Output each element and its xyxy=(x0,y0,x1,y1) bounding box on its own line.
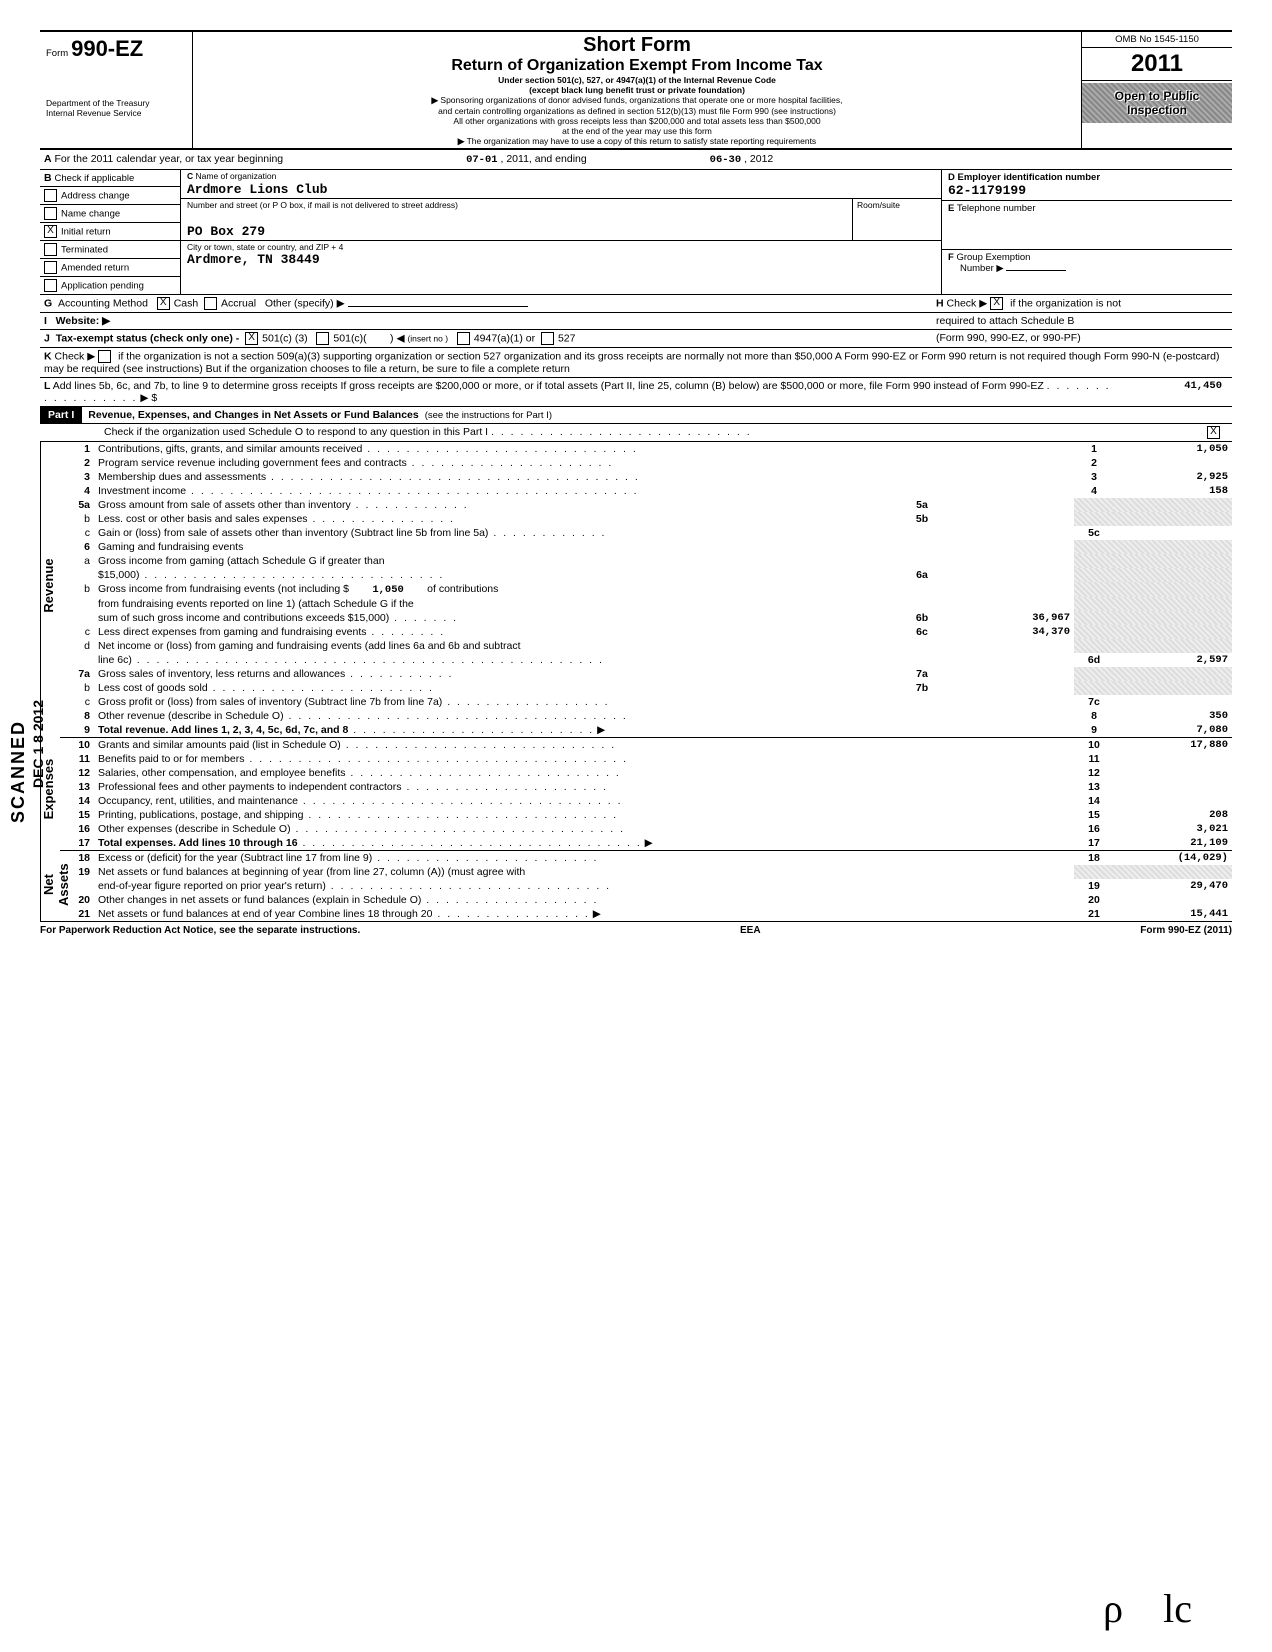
title-short-form: Short Form xyxy=(201,34,1073,57)
l-row: L Add lines 5b, 6c, and 7b, to line 9 to… xyxy=(40,378,1232,406)
chk-terminated[interactable] xyxy=(44,243,57,256)
entity-block: B Check if applicable Address change Nam… xyxy=(40,170,1232,295)
org-name: Ardmore Lions Club xyxy=(187,182,935,197)
chk-name-change[interactable] xyxy=(44,207,57,220)
chk-501c3[interactable]: X xyxy=(245,332,258,345)
form-number: 990-EZ xyxy=(71,36,143,61)
chk-cash[interactable]: X xyxy=(157,297,170,310)
part1-label: Part I xyxy=(40,407,82,423)
note5: The organization may have to use a copy … xyxy=(467,136,817,146)
part1-check-text: Check if the organization used Schedule … xyxy=(104,426,488,438)
chk-sched-b[interactable]: X xyxy=(990,297,1003,310)
note2: and certain controlling organizations as… xyxy=(201,106,1073,116)
scanned-stamp: SCANNED xyxy=(8,720,29,823)
dept-line2: Internal Revenue Service xyxy=(46,108,186,118)
part1-paren: (see the instructions for Part I) xyxy=(425,410,552,421)
tax-year: 2011 xyxy=(1082,48,1232,81)
note4: at the end of the year may use this form xyxy=(201,126,1073,136)
k-text: if the organization is not a section 509… xyxy=(44,351,1219,376)
chk-address-change[interactable] xyxy=(44,189,57,202)
chk-k[interactable] xyxy=(98,350,111,363)
f-label: Group Exemption xyxy=(956,252,1030,263)
f-sub: Number xyxy=(960,263,994,274)
chk-527[interactable] xyxy=(541,332,554,345)
city-state-zip: Ardmore, TN 38449 xyxy=(187,252,935,267)
d-label: Employer identification number xyxy=(958,172,1101,183)
chk-501c[interactable] xyxy=(316,332,329,345)
h-text2: required to attach Schedule B xyxy=(936,315,1074,327)
e-label: Telephone number xyxy=(957,203,1036,214)
line-a-tax-year: A For the 2011 calendar year, or tax yea… xyxy=(40,150,1232,170)
chk-accrual[interactable] xyxy=(204,297,217,310)
chk-part1-schedO[interactable]: X xyxy=(1207,426,1220,439)
chk-amended[interactable] xyxy=(44,261,57,274)
side-expenses: Expenses xyxy=(40,729,60,848)
side-revenue: Revenue xyxy=(40,442,60,729)
room-label: Room/suite xyxy=(857,200,937,210)
g-label: Accounting Method xyxy=(58,298,148,310)
k-row: K Check ▶ if the organization is not a s… xyxy=(40,348,1232,378)
chk-app-pending[interactable] xyxy=(44,279,57,292)
l-text: Add lines 5b, 6c, and 7b, to line 9 to d… xyxy=(53,380,1044,392)
omb-number: OMB No 1545-1150 xyxy=(1082,32,1232,48)
street-address: PO Box 279 xyxy=(187,224,846,239)
handwritten-initials: ρ lc xyxy=(1103,1585,1192,1632)
l-amount: 41,450 xyxy=(1112,380,1228,404)
part1-header: Part I Revenue, Expenses, and Changes in… xyxy=(40,406,1232,424)
c-label: Name of organization xyxy=(196,171,277,181)
note1: Sponsoring organizations of donor advise… xyxy=(440,95,842,105)
ein-value: 62-1179199 xyxy=(948,183,1226,198)
part1-body: Revenue Expenses Net Assets 1Contributio… xyxy=(40,442,1232,921)
paren-note: (except black lung benefit trust or priv… xyxy=(201,85,1073,95)
footer-left: For Paperwork Reduction Act Notice, see … xyxy=(40,925,360,936)
street-label: Number and street (or P O box, if mail i… xyxy=(187,200,846,210)
part1-title: Revenue, Expenses, and Changes in Net As… xyxy=(82,407,424,423)
j-row: J Tax-exempt status (check only one) - X… xyxy=(40,330,1232,348)
dept-line1: Department of the Treasury xyxy=(46,98,186,108)
chk-4947[interactable] xyxy=(457,332,470,345)
g-h-row: G Accounting Method XCash Accrual Other … xyxy=(40,295,1232,313)
h-text1: if the organization is not xyxy=(1010,298,1121,310)
form-label: Form xyxy=(46,48,68,59)
side-netassets: Net Assets xyxy=(40,848,60,921)
title-main: Return of Organization Exempt From Incom… xyxy=(201,57,1073,75)
subtitle: Under section 501(c), 527, or 4947(a)(1)… xyxy=(201,75,1073,85)
city-label: City or town, state or country, and ZIP … xyxy=(187,242,935,252)
open-public-badge: Open to PublicInspection xyxy=(1082,83,1232,123)
b-label: Check if applicable xyxy=(55,173,135,184)
part1-check-row: Check if the organization used Schedule … xyxy=(40,424,1232,442)
footer-mid: EEA xyxy=(740,925,761,936)
lines-table: 1Contributions, gifts, grants, and simil… xyxy=(60,442,1232,921)
page-footer: For Paperwork Reduction Act Notice, see … xyxy=(40,921,1232,936)
i-row: I Website: ▶ required to attach Schedule… xyxy=(40,313,1232,330)
chk-initial-return[interactable]: X xyxy=(44,225,57,238)
j-label: Tax-exempt status (check only one) - xyxy=(56,333,240,345)
h-text3: (Form 990, 990-EZ, or 990-PF) xyxy=(936,332,1081,344)
form-header: Form 990-EZ Department of the Treasury I… xyxy=(40,30,1232,150)
i-label: Website: ▶ xyxy=(56,315,111,327)
footer-right: Form 990-EZ (2011) xyxy=(1140,925,1232,936)
note3: All other organizations with gross recei… xyxy=(201,116,1073,126)
